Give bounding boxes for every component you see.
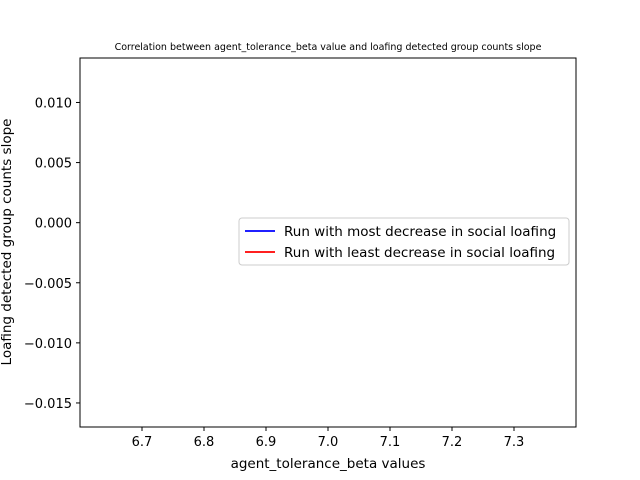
legend-label-most-decrease: Run with most decrease in social loafing [284, 224, 556, 240]
y-tick-label: −0.015 [24, 397, 72, 412]
legend-box [238, 217, 570, 266]
y-axis-label: Loafing detected group counts slope [0, 119, 15, 366]
chart-title: Correlation between agent_tolerance_beta… [115, 42, 542, 53]
x-tick-label: 7.3 [504, 435, 525, 450]
x-axis-label: agent_tolerance_beta values [231, 456, 426, 472]
x-tick-label: 7.1 [380, 435, 401, 450]
y-tick-label: −0.010 [24, 337, 72, 352]
y-tick-label: 0.010 [35, 96, 72, 111]
x-axis-ticks: 6.7 6.8 6.9 7.0 7.1 7.2 7.3 [132, 427, 525, 450]
x-tick-label: 7.0 [318, 435, 339, 450]
y-tick-label: 0.005 [35, 157, 72, 172]
x-tick-label: 6.7 [132, 435, 153, 450]
x-tick-label: 6.9 [256, 435, 277, 450]
x-tick-label: 7.2 [442, 435, 463, 450]
x-tick-label: 6.8 [194, 435, 215, 450]
y-tick-label: 0.000 [35, 217, 72, 232]
y-tick-label: −0.005 [24, 277, 72, 292]
legend-label-least-decrease: Run with least decrease in social loafin… [284, 245, 555, 261]
legend: Run with most decrease in social loafing… [238, 217, 570, 266]
y-axis-ticks: 0.010 0.005 0.000 −0.005 −0.010 −0.015 [24, 96, 80, 412]
